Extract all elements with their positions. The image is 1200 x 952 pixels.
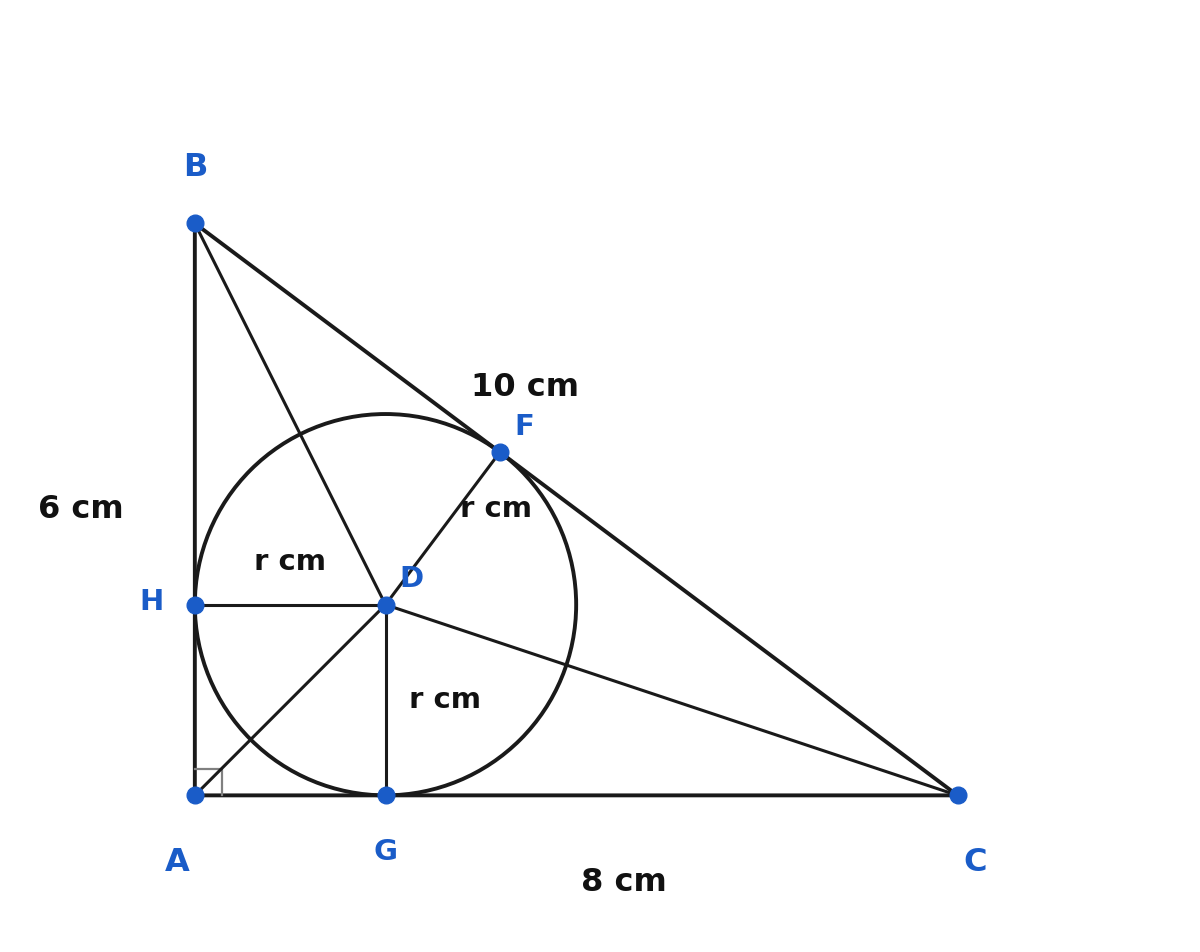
Text: G: G (373, 839, 397, 866)
Text: C: C (962, 847, 986, 878)
Text: A: A (166, 847, 190, 878)
Text: H: H (139, 587, 163, 616)
Text: F: F (515, 413, 534, 441)
Text: r cm: r cm (409, 686, 481, 714)
Text: B: B (182, 152, 208, 184)
Text: 8 cm: 8 cm (581, 867, 667, 898)
Text: r cm: r cm (460, 495, 532, 524)
Text: r cm: r cm (254, 548, 326, 576)
Text: D: D (400, 565, 424, 593)
Text: 10 cm: 10 cm (470, 372, 578, 403)
Text: 6 cm: 6 cm (37, 494, 124, 525)
